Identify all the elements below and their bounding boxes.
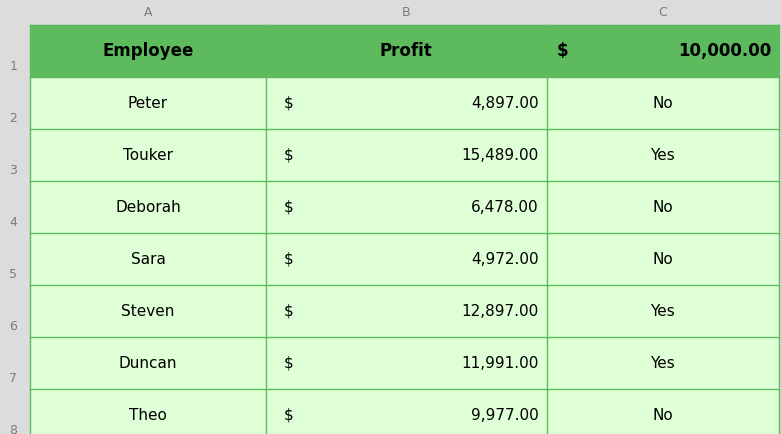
- Text: 10,000.00: 10,000.00: [678, 42, 771, 60]
- Text: C: C: [658, 6, 667, 19]
- Text: 9,977.00: 9,977.00: [471, 408, 539, 423]
- Text: 6,478.00: 6,478.00: [471, 200, 539, 214]
- Text: Duncan: Duncan: [119, 355, 177, 371]
- Text: 11,991.00: 11,991.00: [462, 355, 539, 371]
- Text: $: $: [284, 95, 294, 111]
- Bar: [547, 233, 779, 285]
- Bar: [30, 129, 266, 181]
- Text: A: A: [144, 6, 152, 19]
- Text: Touker: Touker: [123, 148, 173, 162]
- Text: 2: 2: [9, 112, 17, 125]
- Bar: [30, 389, 266, 434]
- Text: No: No: [653, 408, 673, 423]
- Bar: [30, 233, 266, 285]
- Text: 6: 6: [9, 320, 17, 333]
- Bar: [266, 129, 547, 181]
- Text: Peter: Peter: [128, 95, 168, 111]
- Text: No: No: [653, 200, 673, 214]
- Text: 12,897.00: 12,897.00: [462, 303, 539, 319]
- Text: $: $: [284, 251, 294, 266]
- Text: $: $: [284, 355, 294, 371]
- Bar: [266, 389, 547, 434]
- Bar: [547, 337, 779, 389]
- Bar: [266, 77, 547, 129]
- Text: 7: 7: [9, 372, 17, 385]
- Bar: [547, 181, 779, 233]
- Text: Profit: Profit: [380, 42, 433, 60]
- Text: $: $: [284, 303, 294, 319]
- Bar: [30, 25, 266, 77]
- Bar: [266, 25, 547, 77]
- Text: 4,972.00: 4,972.00: [471, 251, 539, 266]
- Text: No: No: [653, 251, 673, 266]
- Text: Deborah: Deborah: [115, 200, 181, 214]
- Text: Theo: Theo: [129, 408, 167, 423]
- Text: $: $: [557, 42, 569, 60]
- Text: 5: 5: [9, 268, 17, 281]
- Bar: [547, 389, 779, 434]
- Bar: [547, 129, 779, 181]
- Bar: [30, 337, 266, 389]
- Bar: [266, 181, 547, 233]
- Text: Steven: Steven: [121, 303, 175, 319]
- Text: 1: 1: [9, 60, 17, 73]
- Text: $: $: [284, 200, 294, 214]
- Bar: [30, 181, 266, 233]
- Text: 3: 3: [9, 164, 17, 177]
- Bar: [266, 337, 547, 389]
- Bar: [266, 233, 547, 285]
- Bar: [547, 77, 779, 129]
- Text: $: $: [284, 148, 294, 162]
- Text: Yes: Yes: [651, 303, 676, 319]
- Text: $: $: [284, 408, 294, 423]
- Text: No: No: [653, 95, 673, 111]
- Bar: [30, 77, 266, 129]
- Bar: [30, 285, 266, 337]
- Text: Sara: Sara: [130, 251, 166, 266]
- Bar: [547, 25, 779, 77]
- Text: 4: 4: [9, 216, 17, 229]
- Text: Employee: Employee: [102, 42, 194, 60]
- Text: Yes: Yes: [651, 355, 676, 371]
- Text: 8: 8: [9, 424, 17, 434]
- Text: Yes: Yes: [651, 148, 676, 162]
- Bar: [266, 285, 547, 337]
- Text: 15,489.00: 15,489.00: [462, 148, 539, 162]
- Text: B: B: [402, 6, 411, 19]
- Text: 4,897.00: 4,897.00: [471, 95, 539, 111]
- Bar: [547, 285, 779, 337]
